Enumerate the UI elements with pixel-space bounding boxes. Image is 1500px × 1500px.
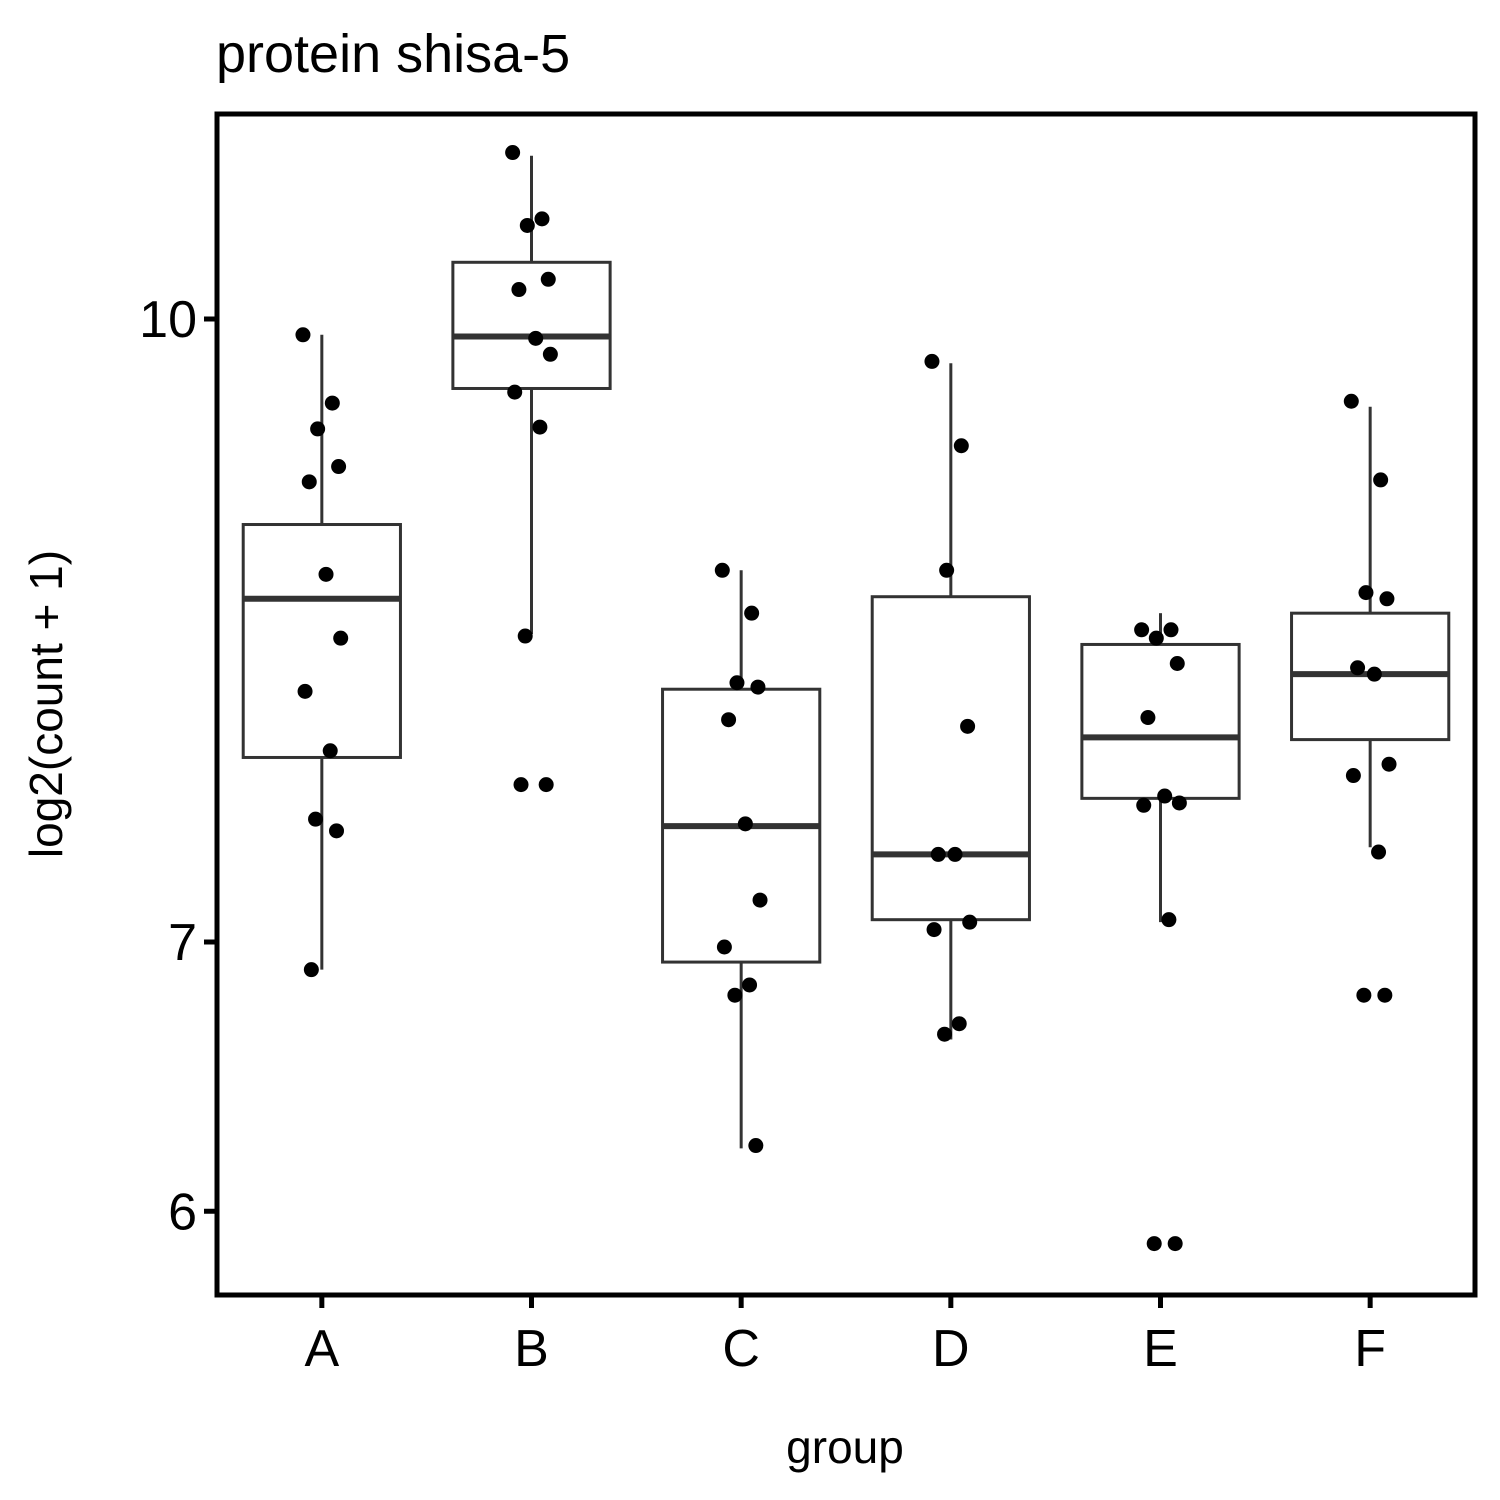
data-point-D: [937, 1026, 953, 1042]
data-point-B: [505, 145, 521, 161]
data-point-E: [1161, 912, 1177, 928]
data-point-E: [1167, 1236, 1183, 1252]
data-point-F: [1345, 768, 1361, 784]
data-point-A: [310, 421, 326, 437]
data-point-E: [1136, 797, 1152, 813]
data-point-F: [1356, 987, 1372, 1003]
data-point-F: [1343, 393, 1359, 409]
data-point-D: [951, 1016, 967, 1032]
data-point-D: [962, 914, 978, 930]
chart-title: protein shisa-5: [216, 24, 570, 84]
data-point-B: [528, 330, 544, 346]
data-point-F: [1373, 472, 1389, 488]
box-group-F: [1290, 406, 1451, 848]
data-point-C: [716, 939, 732, 955]
data-point-F: [1377, 987, 1393, 1003]
x-axis: A B C D E F: [304, 1295, 1386, 1378]
data-point-D: [924, 353, 940, 369]
x-tick-label: B: [514, 1320, 549, 1378]
data-point-D: [953, 438, 969, 454]
data-point-C: [744, 605, 760, 621]
data-point-B: [534, 211, 550, 227]
data-point-F: [1371, 844, 1387, 860]
data-point-C: [752, 892, 768, 908]
data-point-E: [1140, 710, 1156, 726]
data-point-A: [301, 474, 317, 490]
box-iqr: [1080, 642, 1241, 800]
data-point-E: [1169, 656, 1185, 672]
box-group-C: [661, 570, 822, 1149]
data-point-E: [1148, 630, 1164, 646]
data-point-E: [1157, 788, 1173, 804]
data-point-C: [721, 712, 737, 728]
data-point-A: [324, 395, 340, 411]
data-point-A: [308, 811, 324, 827]
data-point-F: [1366, 666, 1382, 682]
box-group-D: [870, 363, 1031, 1040]
y-tick-label: 6: [168, 1183, 197, 1241]
x-tick-label: F: [1354, 1320, 1386, 1378]
x-tick-label: E: [1143, 1320, 1178, 1378]
y-axis: 6 7 10: [139, 291, 217, 1241]
data-point-B: [519, 217, 535, 233]
data-point-B: [542, 346, 558, 362]
x-tick-label: C: [722, 1320, 760, 1378]
data-point-E: [1163, 622, 1179, 638]
data-point-B: [517, 628, 533, 644]
data-point-D: [960, 718, 976, 734]
data-point-A: [318, 566, 334, 582]
y-tick-label: 10: [139, 291, 197, 349]
data-point-B: [511, 282, 527, 298]
box-group-B: [451, 155, 612, 634]
box-iqr: [870, 595, 1031, 922]
data-point-F: [1381, 756, 1397, 772]
boxes-layer: [241, 155, 1451, 1149]
data-point-B: [507, 384, 523, 400]
data-point-E: [1134, 622, 1150, 638]
plot-panel-border: [214, 111, 1478, 1298]
data-point-D: [930, 846, 946, 862]
box-group-A: [241, 334, 402, 970]
box-iqr: [451, 260, 612, 390]
data-point-A: [322, 743, 338, 759]
data-point-C: [742, 977, 758, 993]
data-point-B: [532, 419, 548, 435]
data-point-B: [540, 271, 556, 287]
data-point-C: [750, 679, 766, 695]
data-point-D: [926, 922, 942, 938]
data-point-E: [1146, 1236, 1162, 1252]
box-iqr: [241, 523, 402, 759]
data-point-A: [295, 327, 311, 343]
y-axis-title: log2(count + 1): [20, 550, 72, 858]
x-tick-label: A: [304, 1320, 339, 1378]
data-point-A: [333, 630, 349, 646]
points-layer: [295, 145, 1397, 1252]
data-point-C: [748, 1138, 764, 1154]
data-point-A: [331, 459, 347, 475]
data-point-C: [714, 562, 730, 578]
y-tick-label: 7: [168, 914, 197, 972]
data-point-B: [538, 777, 554, 793]
data-point-A: [303, 962, 319, 978]
data-point-B: [513, 777, 529, 793]
data-point-C: [737, 816, 753, 832]
x-axis-title: group: [786, 1421, 904, 1473]
data-point-A: [329, 823, 345, 839]
data-point-A: [297, 683, 313, 699]
data-point-C: [729, 675, 745, 691]
x-tick-label: D: [932, 1320, 970, 1378]
data-point-D: [947, 846, 963, 862]
box-group-E: [1080, 613, 1241, 923]
data-point-F: [1379, 591, 1395, 607]
data-point-F: [1350, 660, 1366, 676]
data-point-D: [939, 562, 955, 578]
data-point-F: [1358, 585, 1374, 601]
data-point-E: [1171, 795, 1187, 811]
data-point-C: [727, 987, 743, 1003]
